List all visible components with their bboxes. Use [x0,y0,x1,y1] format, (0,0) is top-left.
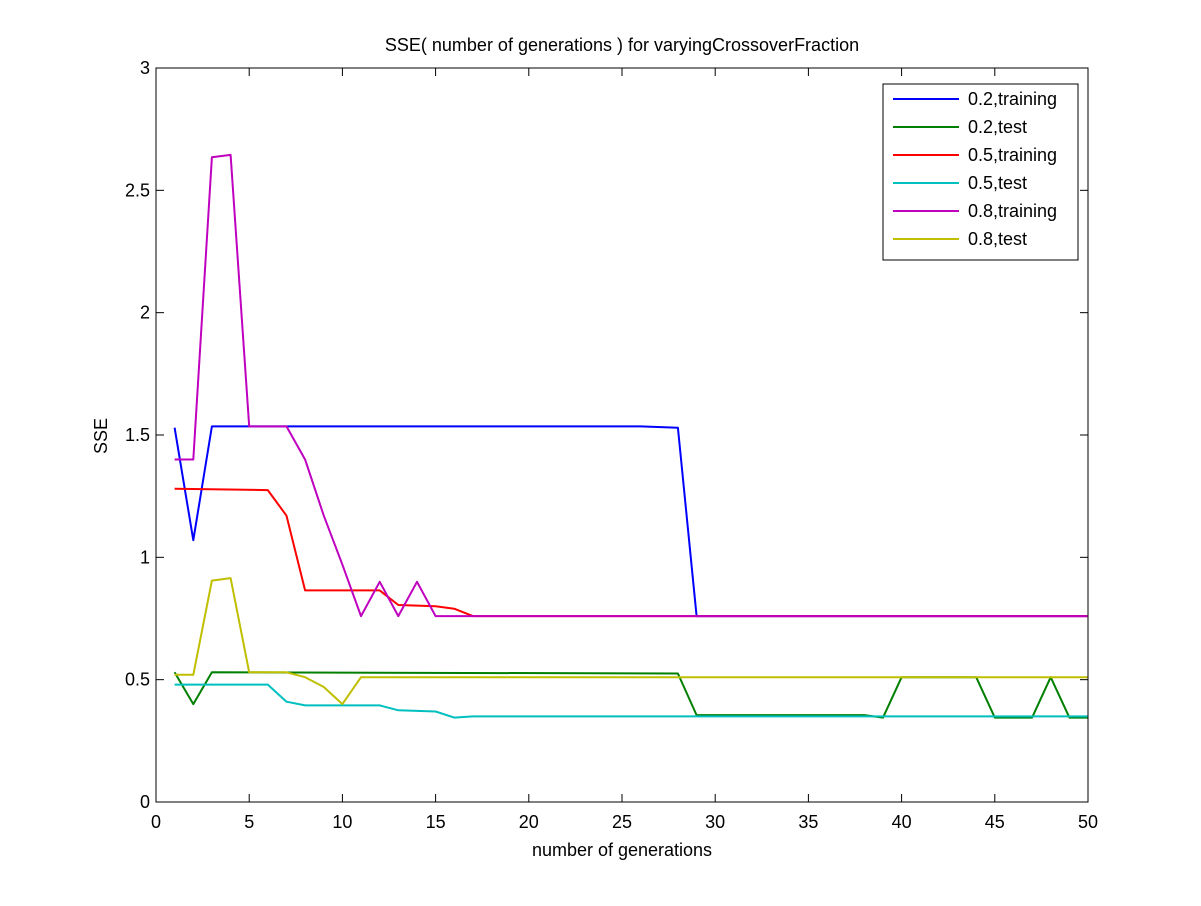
x-tick-label: 15 [426,812,446,832]
series-line-0-5-training [174,487,1088,618]
x-tick-label: 0 [151,812,161,832]
series-lines [173,153,1088,719]
y-tick-label: 2.5 [125,180,150,200]
legend-label: 0.8,training [968,201,1057,221]
ticks-layer: 0 5 10 15 20 25 30 35 40 45 50 0 0.5 1 1.5 2 2.5 3 [125,58,1098,832]
legend-label: 0.5,training [968,145,1057,165]
y-tick-label: 1 [140,547,150,567]
series-line-0-8-test [174,577,1088,706]
x-tick-label: 10 [332,812,352,832]
series-line-0-2-training [173,425,1088,618]
plot-area-frame [155,67,1089,803]
legend-label: 0.8,test [968,229,1027,249]
legend-label: 0.5,test [968,173,1027,193]
x-tick-label: 20 [519,812,539,832]
legend[interactable]: 0.2,training 0.2,test 0.5,training 0.5,test… [882,83,1079,261]
y-tick-label: 1.5 [125,425,150,445]
x-tick-label: 25 [612,812,632,832]
x-tick-label: 45 [985,812,1005,832]
legend-label: 0.2,training [968,89,1057,109]
x-axis-label: number of generations [532,840,712,860]
y-tick-label: 0 [140,792,150,812]
x-tick-label: 50 [1078,812,1098,832]
y-tick-label: 3 [140,58,150,78]
series-line-0-8-training [174,153,1088,618]
y-tick-label: 2 [140,303,150,323]
y-axis-label: SSE [91,418,111,454]
x-tick-label: 30 [705,812,725,832]
x-tick-label: 5 [244,812,254,832]
y-tick-label: 0.5 [125,670,150,690]
series-line-0-2-test [173,671,1088,719]
series-line-0-5-test [174,683,1088,719]
legend-box [882,83,1079,261]
x-tick-label: 40 [892,812,912,832]
chart-title: SSE( number of generations ) for varying… [385,35,859,55]
x-tick-label: 35 [798,812,818,832]
legend-label: 0.2,test [968,117,1027,137]
